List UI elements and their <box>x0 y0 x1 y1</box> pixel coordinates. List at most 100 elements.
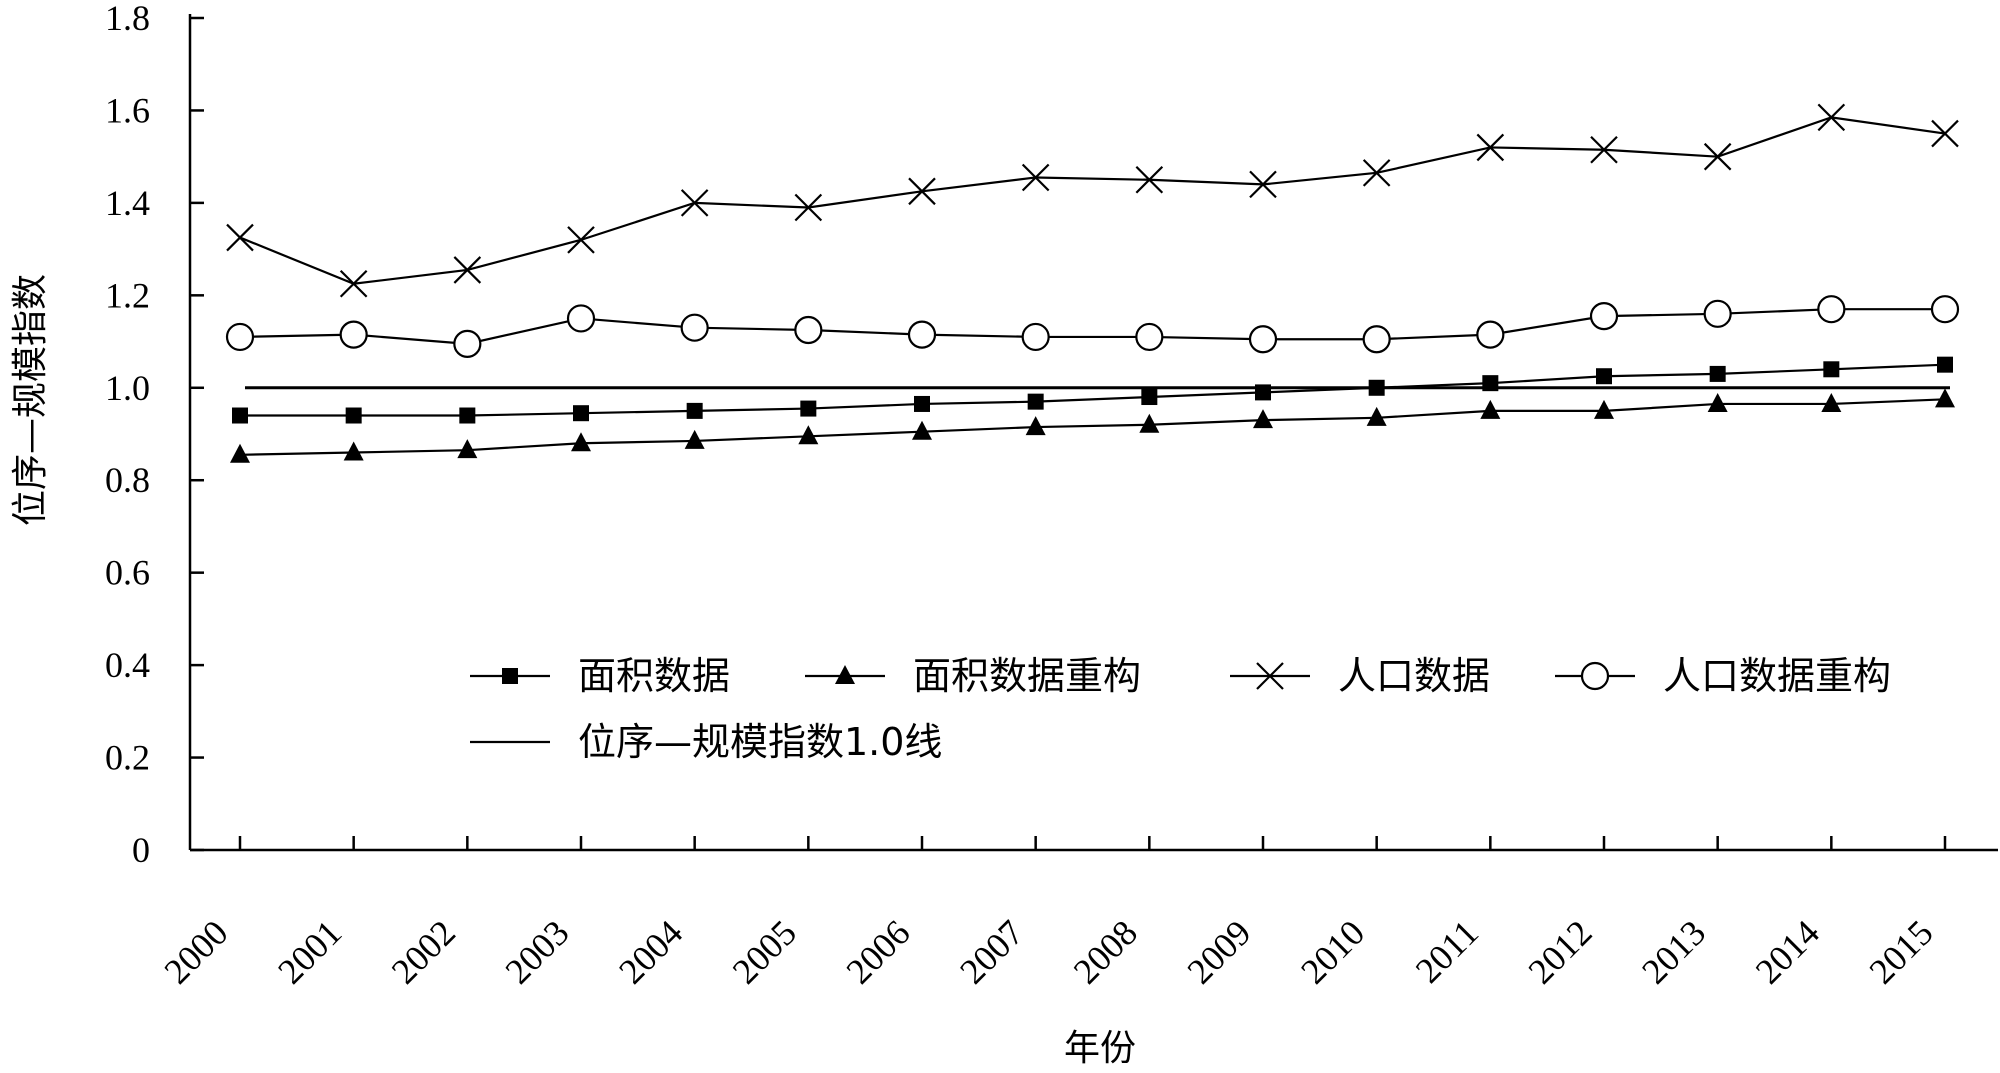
y-tick-label: 0.6 <box>105 553 150 593</box>
data-point <box>1935 388 1955 408</box>
series-1 <box>232 356 1953 424</box>
data-point <box>1596 368 1612 385</box>
data-point <box>457 439 478 459</box>
data-point <box>1709 365 1726 382</box>
x-tick-label: 2005 <box>725 912 804 991</box>
data-point <box>1248 325 1278 354</box>
data-point <box>1253 409 1273 429</box>
y-tick-label: 1.4 <box>105 183 150 223</box>
y-axis-title: 位序—规模指数 <box>10 274 51 526</box>
legend-item: 面积数据 <box>470 654 730 698</box>
x-tick-label: 2002 <box>384 912 463 991</box>
data-point <box>794 193 823 222</box>
data-point <box>1476 320 1505 349</box>
data-point <box>459 407 476 424</box>
x-tick-label: 2010 <box>1293 912 1372 991</box>
data-point <box>226 223 254 252</box>
data-point <box>1823 361 1840 378</box>
legend-label: 位序—规模指数1.0线 <box>578 720 942 764</box>
data-point <box>1589 302 1619 331</box>
data-point <box>1817 103 1846 132</box>
data-point <box>1594 399 1614 419</box>
data-point <box>1931 119 1959 148</box>
axes <box>188 14 1998 852</box>
data-point <box>1703 299 1732 328</box>
data-point <box>230 443 250 463</box>
legend-marker <box>835 665 855 684</box>
data-point <box>573 405 589 422</box>
x-tick-label: 2012 <box>1520 912 1599 991</box>
legend-label: 人口数据重构 <box>1663 654 1891 698</box>
legend-marker <box>1256 662 1284 690</box>
data-point <box>1135 322 1164 352</box>
data-point <box>453 256 482 284</box>
series-line <box>240 363 1946 417</box>
data-point <box>1141 389 1158 406</box>
data-point <box>907 320 937 349</box>
legend-label: 面积数据重构 <box>913 654 1141 698</box>
data-point <box>1025 416 1046 436</box>
data-point <box>1135 165 1164 194</box>
series-3 <box>226 103 1959 298</box>
data-point <box>453 329 482 358</box>
y-axis-ticks: 0 0.2 0.4 0.6 0.8 1.0 1.2 1.4 1.6 1.8 <box>105 0 204 870</box>
data-point <box>800 400 817 417</box>
data-point <box>908 177 936 206</box>
data-point <box>1707 392 1728 412</box>
x-tick-label: 2009 <box>1179 912 1258 991</box>
x-tick-label: 2008 <box>1066 912 1145 991</box>
legend-item: 人口数据 <box>1230 654 1490 698</box>
data-point <box>912 420 932 440</box>
data-point <box>1937 356 1953 373</box>
series-line <box>239 398 1946 456</box>
data-point <box>1027 393 1044 410</box>
data-point <box>1249 170 1277 199</box>
data-point <box>1930 295 1960 324</box>
data-point <box>1021 322 1050 352</box>
legend-label: 面积数据 <box>578 654 730 698</box>
data-point <box>345 407 362 424</box>
legend-marker <box>502 668 518 684</box>
data-point <box>1817 295 1846 324</box>
data-point <box>1021 163 1050 192</box>
data-point <box>571 432 591 452</box>
series-line <box>239 308 1945 345</box>
y-tick-label: 0 <box>132 830 150 870</box>
x-tick-label: 2004 <box>611 912 690 991</box>
legend-label: 人口数据 <box>1338 654 1490 698</box>
data-point <box>1821 392 1842 412</box>
x-tick-label: 2014 <box>1748 912 1827 991</box>
legend-item: 人口数据重构 <box>1555 654 1891 698</box>
x-tick-label: 2006 <box>838 912 917 991</box>
legend-item: 面积数据重构 <box>805 654 1141 698</box>
y-tick-label: 1.0 <box>105 368 150 408</box>
y-tick-label: 0.2 <box>105 738 150 778</box>
data-point <box>339 269 368 298</box>
data-point <box>1703 142 1732 171</box>
data-point <box>232 407 248 424</box>
series-2 <box>230 388 1955 463</box>
data-point <box>1368 379 1385 396</box>
data-point <box>1362 325 1391 354</box>
legend-marker <box>1580 661 1610 691</box>
data-point <box>1366 406 1387 426</box>
x-tick-label: 2011 <box>1408 912 1486 990</box>
y-tick-label: 0.8 <box>105 460 150 500</box>
y-tick-label: 1.6 <box>105 90 150 130</box>
data-point <box>225 322 255 352</box>
x-tick-label: 2001 <box>270 912 349 991</box>
data-point <box>1476 133 1505 162</box>
series-line <box>239 116 1946 285</box>
data-point <box>566 304 596 333</box>
data-point <box>1480 399 1501 419</box>
data-point <box>914 395 930 412</box>
data-point <box>684 429 705 449</box>
x-axis-title: 年份 <box>1064 1028 1136 1069</box>
data-point <box>1255 384 1271 401</box>
data-point <box>1139 413 1160 433</box>
x-axis-ticks: 2000 2001 2002 2003 2004 2005 2006 2007 2008 2009… <box>156 836 1947 992</box>
y-tick-label: 1.2 <box>105 275 150 315</box>
